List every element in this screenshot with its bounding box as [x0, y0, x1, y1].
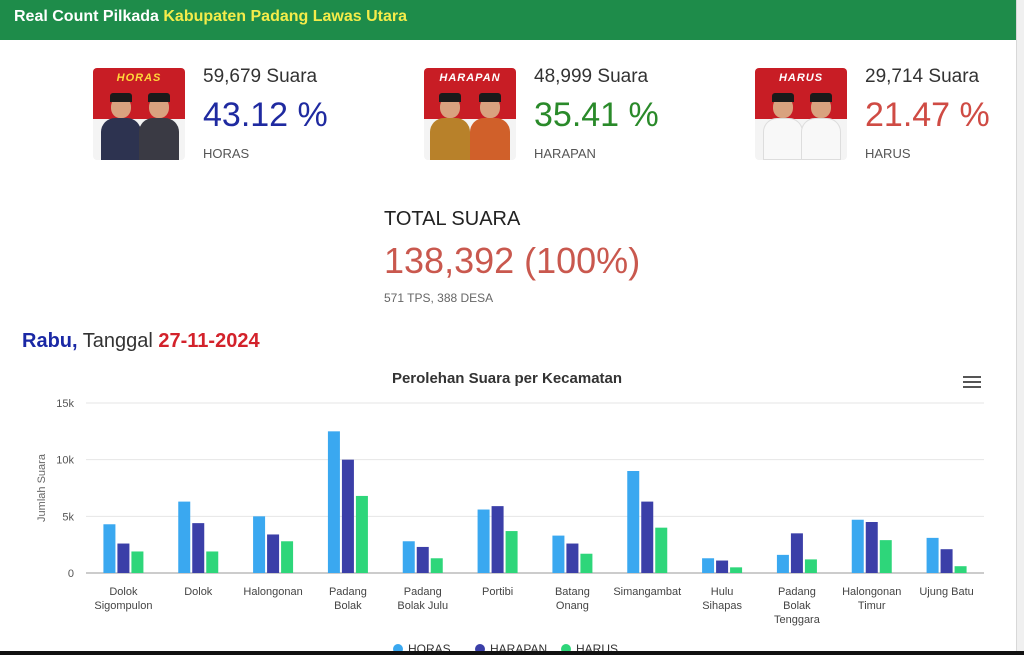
bar-harapan — [940, 549, 953, 573]
x-tick-label: Padang Bolak Tenggara — [774, 586, 821, 626]
x-tick-label: Ujung Batu — [919, 586, 973, 598]
bar-horas — [776, 554, 789, 573]
bar-harapan — [865, 522, 878, 573]
bar-harapan — [117, 543, 130, 573]
bar-harapan — [267, 534, 280, 573]
header-region: Kabupaten Padang Lawas Utara — [163, 8, 407, 25]
candidate-percent: 35.41 % — [534, 96, 659, 134]
candidate-percent: 21.47 % — [865, 96, 990, 134]
bar-horas — [253, 516, 266, 573]
header-title-prefix: Real Count Pilkada — [14, 8, 164, 25]
chart-title: Perolehan Suara per Kecamatan — [392, 370, 622, 387]
bar-harus — [206, 551, 219, 573]
bar-harus — [954, 566, 967, 573]
bar-harapan — [641, 501, 654, 573]
vote-chart: Perolehan Suara per Kecamatan 0 5k 10k 15k Ju… — [0, 360, 1010, 655]
y-tick-label: 15k — [56, 398, 74, 410]
x-tick-label: Simangambat — [613, 586, 681, 598]
candidate-photo: HARAPAN — [424, 68, 516, 160]
total-detail: 571 TPS, 388 DESA — [384, 291, 494, 305]
bar-harus — [131, 551, 144, 573]
bar-horas — [926, 537, 939, 573]
candidate-name: HARAPAN — [534, 146, 596, 161]
bar-horas — [327, 431, 340, 573]
bar-harus — [879, 540, 892, 573]
page-header: Real Count Pilkada Kabupaten Padang Lawa… — [0, 0, 1016, 40]
x-tick-label: Halongonan Timur — [842, 586, 901, 612]
bar-harapan — [716, 560, 729, 573]
total-value: 138,392 (100%) — [384, 240, 641, 281]
candidate-votes: 48,999 Suara — [534, 66, 649, 87]
chart-menu-icon[interactable] — [963, 376, 981, 390]
candidate-logo-text: HARUS — [778, 72, 824, 84]
y-axis-label: Jumlah Suara — [36, 453, 48, 522]
bar-horas — [702, 558, 715, 573]
y-tick-label: 5k — [62, 511, 74, 523]
candidate-card-harus: HARUS 29,714 Suara 21.47 % HARUS — [755, 66, 1005, 166]
bar-horas — [627, 471, 640, 573]
candidate-percent: 43.12 % — [203, 96, 328, 134]
bar-harus — [580, 553, 593, 573]
bar-horas — [851, 519, 864, 573]
candidate-card-horas: HORAS 59,679 Suara 43.12 % HORAS — [93, 66, 353, 166]
bar-harapan — [192, 523, 205, 573]
x-tick-label: Dolok Sigompulon — [94, 586, 152, 612]
scrollbar[interactable] — [1016, 0, 1024, 655]
x-tick-label: Halongonan — [243, 586, 302, 598]
bar-harus — [730, 567, 743, 573]
y-tick-label: 10k — [56, 455, 74, 467]
bar-horas — [103, 524, 116, 573]
bar-horas — [402, 541, 415, 573]
vote-chart-svg: Perolehan Suara per Kecamatan 0 5k 10k 15k Ju… — [36, 370, 984, 655]
candidate-logo-text: HARAPAN — [439, 72, 501, 84]
candidate-name: HORAS — [203, 146, 250, 161]
bar-harapan — [341, 459, 354, 573]
bar-harus — [505, 531, 518, 573]
bar-horas — [477, 509, 490, 573]
bar-harus — [355, 495, 368, 573]
bar-harapan — [416, 546, 429, 573]
x-tick-label: Portibi — [482, 586, 513, 598]
date-value: 27-11-2024 — [158, 330, 260, 352]
bar-horas — [552, 535, 565, 573]
x-tick-label: Batang Onang — [555, 586, 590, 612]
bar-harapan — [491, 506, 504, 573]
bar-harus — [281, 541, 294, 573]
x-tick-label: Hulu Sihapas — [702, 586, 742, 612]
candidate-votes: 59,679 Suara — [203, 66, 318, 87]
bar-harapan — [790, 533, 803, 573]
bar-horas — [178, 501, 191, 573]
date-word: Tanggal — [77, 330, 159, 352]
total-label: TOTAL SUARA — [384, 208, 521, 230]
bar-harus — [804, 559, 817, 573]
x-tick-label: Padang Bolak — [329, 586, 367, 612]
bar-harus — [430, 558, 443, 573]
y-tick-label: 0 — [68, 568, 74, 580]
candidate-votes: 29,714 Suara — [865, 66, 980, 87]
bar-harus — [655, 527, 668, 573]
candidate-photo: HORAS — [93, 68, 185, 160]
candidate-name: HARUS — [865, 146, 911, 161]
bar-harapan — [566, 543, 579, 573]
candidate-photo: HARUS — [755, 68, 847, 160]
date-day: Rabu, — [22, 330, 78, 352]
x-tick-label: Dolok — [184, 586, 213, 598]
candidate-card-harapan: HARAPAN 48,999 Suara 35.41 % HARAPAN — [424, 66, 684, 166]
candidate-logo-text: HORAS — [116, 72, 162, 84]
x-tick-label: Padang Bolak Julu — [397, 586, 448, 612]
bottom-edge — [0, 651, 1024, 655]
date-line: Rabu, Tanggal 27-11-2024 — [22, 330, 260, 353]
